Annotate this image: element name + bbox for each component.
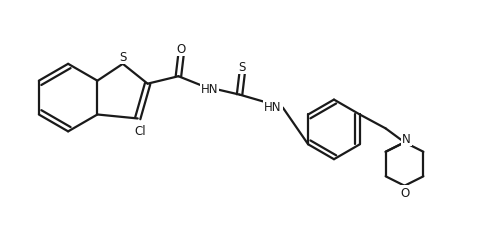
Text: S: S xyxy=(239,61,246,74)
Text: O: O xyxy=(176,43,186,56)
Text: HN: HN xyxy=(264,100,281,113)
Text: N: N xyxy=(402,132,411,145)
Text: HN: HN xyxy=(201,82,219,95)
Text: O: O xyxy=(400,186,409,199)
Text: Cl: Cl xyxy=(134,125,146,138)
Text: S: S xyxy=(119,51,126,63)
